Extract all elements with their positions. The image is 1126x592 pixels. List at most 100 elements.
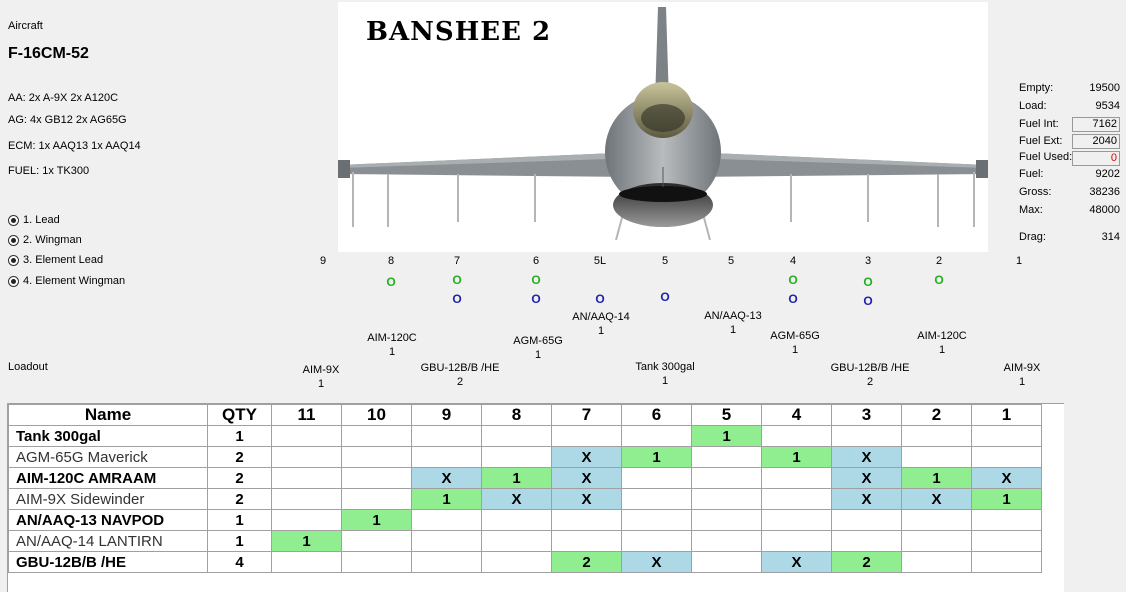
station-cell[interactable]: 1 [761, 446, 832, 468]
station-marker-green[interactable]: O [452, 273, 462, 287]
station-marker-blue[interactable]: O [863, 294, 873, 308]
role-lead[interactable]: 1. Lead [8, 212, 60, 228]
table-row[interactable]: AIM-9X Sidewinder 2 1 X X X X 1 [8, 488, 1042, 510]
station-cell[interactable] [621, 530, 692, 552]
station-cell[interactable] [971, 446, 1042, 468]
station-cell[interactable]: X [761, 551, 832, 573]
station-cell[interactable] [971, 425, 1042, 447]
station-cell[interactable]: X [831, 446, 902, 468]
station-marker-green[interactable]: O [863, 275, 873, 289]
station-cell[interactable] [691, 551, 762, 573]
station-cell[interactable] [621, 509, 692, 531]
station-cell[interactable] [411, 551, 482, 573]
role-element-lead[interactable]: 3. Element Lead [8, 252, 103, 268]
store-name-cell[interactable]: AGM-65G Maverick [8, 446, 208, 468]
station-marker-blue[interactable]: O [531, 292, 541, 306]
station-cell[interactable]: X [481, 488, 552, 510]
station-marker-green[interactable]: O [386, 275, 396, 289]
station-cell[interactable] [761, 488, 832, 510]
station-cell[interactable] [411, 425, 482, 447]
station-marker-blue[interactable]: O [788, 292, 798, 306]
station-cell[interactable] [901, 509, 972, 531]
station-cell[interactable] [481, 530, 552, 552]
station-cell[interactable] [831, 509, 902, 531]
column-header[interactable]: 2 [901, 404, 972, 426]
table-row[interactable]: AGM-65G Maverick 2 X 1 1 X [8, 446, 1042, 468]
station-cell[interactable] [341, 488, 412, 510]
station-cell[interactable] [831, 530, 902, 552]
station-cell[interactable]: 1 [901, 467, 972, 489]
station-marker-blue[interactable]: O [452, 292, 462, 306]
station-marker-blue[interactable]: O [660, 290, 670, 304]
table-row[interactable]: Tank 300gal 1 1 [8, 425, 1042, 447]
station-cell[interactable] [761, 425, 832, 447]
station-cell[interactable]: X [901, 488, 972, 510]
station-cell[interactable] [411, 446, 482, 468]
store-name-cell[interactable]: AN/AAQ-13 NAVPOD [8, 509, 208, 531]
station-cell[interactable]: 1 [621, 446, 692, 468]
column-header[interactable]: Name [8, 404, 208, 426]
station-cell[interactable]: 2 [551, 551, 622, 573]
station-cell[interactable] [761, 530, 832, 552]
station-cell[interactable]: X [551, 467, 622, 489]
station-cell[interactable]: X [831, 467, 902, 489]
station-marker-green[interactable]: O [531, 273, 541, 287]
station-cell[interactable]: X [831, 488, 902, 510]
station-cell[interactable] [271, 509, 342, 531]
station-cell[interactable] [761, 509, 832, 531]
station-cell[interactable]: 1 [341, 509, 412, 531]
store-qty-cell[interactable]: 2 [207, 488, 272, 510]
station-cell[interactable] [411, 509, 482, 531]
station-cell[interactable] [761, 467, 832, 489]
store-qty-cell[interactable]: 2 [207, 467, 272, 489]
station-cell[interactable] [621, 488, 692, 510]
store-qty-cell[interactable]: 4 [207, 551, 272, 573]
station-marker-green[interactable]: O [934, 273, 944, 287]
table-row[interactable]: AN/AAQ-14 LANTIRN 1 1 [8, 530, 1042, 552]
station-cell[interactable] [621, 425, 692, 447]
station-cell[interactable] [971, 551, 1042, 573]
station-cell[interactable] [341, 446, 412, 468]
table-row[interactable]: GBU-12B/B /HE 4 2 X X 2 [8, 551, 1042, 573]
station-cell[interactable] [341, 530, 412, 552]
station-cell[interactable]: 1 [971, 488, 1042, 510]
station-cell[interactable] [271, 446, 342, 468]
store-qty-cell[interactable]: 2 [207, 446, 272, 468]
column-header[interactable]: 5 [691, 404, 762, 426]
station-cell[interactable] [901, 446, 972, 468]
station-cell[interactable]: 1 [271, 530, 342, 552]
station-cell[interactable] [271, 425, 342, 447]
radio-button[interactable] [8, 234, 19, 246]
store-name-cell[interactable]: AN/AAQ-14 LANTIRN [8, 530, 208, 552]
station-marker-green[interactable]: O [788, 273, 798, 287]
store-name-cell[interactable]: Tank 300gal [8, 425, 208, 447]
station-cell[interactable] [901, 551, 972, 573]
column-header[interactable]: QTY [207, 404, 272, 426]
column-header[interactable]: 4 [761, 404, 832, 426]
station-cell[interactable] [341, 467, 412, 489]
station-cell[interactable] [971, 509, 1042, 531]
station-cell[interactable]: X [411, 467, 482, 489]
column-header[interactable]: 9 [411, 404, 482, 426]
station-cell[interactable] [271, 467, 342, 489]
station-cell[interactable] [831, 425, 902, 447]
station-cell[interactable] [551, 509, 622, 531]
station-cell[interactable]: X [551, 446, 622, 468]
role-element-wingman[interactable]: 4. Element Wingman [8, 273, 125, 289]
station-cell[interactable] [481, 551, 552, 573]
station-cell[interactable] [551, 425, 622, 447]
station-cell[interactable]: X [621, 551, 692, 573]
station-cell[interactable] [341, 425, 412, 447]
column-header[interactable]: 11 [271, 404, 342, 426]
radio-button[interactable] [8, 254, 19, 266]
station-cell[interactable] [551, 530, 622, 552]
fuel-int-field[interactable]: 7162 [1072, 117, 1120, 132]
store-qty-cell[interactable]: 1 [207, 425, 272, 447]
station-cell[interactable] [901, 425, 972, 447]
station-cell[interactable]: 1 [481, 467, 552, 489]
station-cell[interactable] [691, 509, 762, 531]
station-cell[interactable] [691, 530, 762, 552]
store-name-cell[interactable]: GBU-12B/B /HE [8, 551, 208, 573]
station-cell[interactable] [481, 509, 552, 531]
station-cell[interactable] [691, 467, 762, 489]
